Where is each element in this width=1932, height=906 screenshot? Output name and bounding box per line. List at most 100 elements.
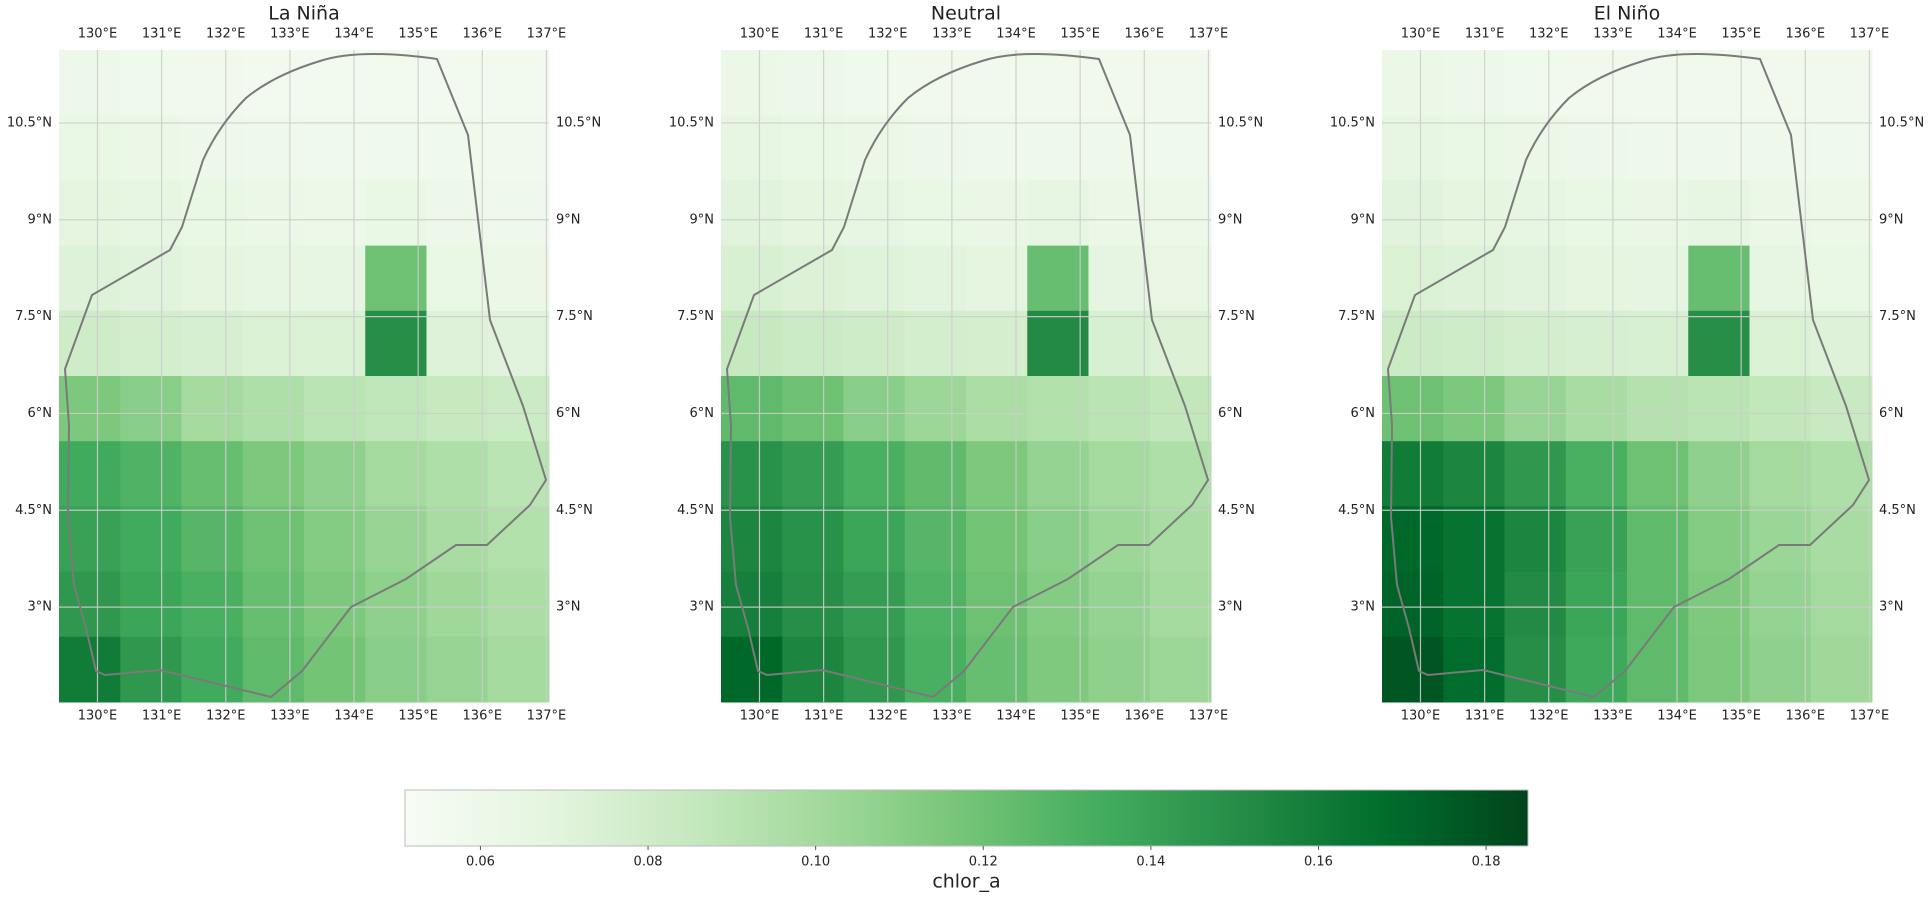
heat-cell [1027,115,1089,181]
heat-cell [1810,180,1873,247]
heat-cell [120,636,182,703]
heat-cell [120,245,182,312]
heat-cell [721,50,783,116]
heat-cell [1627,245,1689,312]
heat-cell [1627,310,1689,377]
heat-cell [181,50,244,116]
heat-cell [1149,50,1212,116]
colorbar-tick-label: 0.06 [466,855,495,870]
heat-cell [1443,115,1505,181]
heat-cell [1027,310,1089,377]
heat-cell [1149,506,1212,573]
y-tick-label: 10.5°N [669,115,714,130]
heat-cell [1149,180,1212,247]
heat-cell [1627,115,1689,181]
x-tick-label: 135°E [1060,27,1100,42]
heat-cell [242,636,305,703]
x-tick-label: 135°E [398,27,438,42]
x-tick-label: 131°E [142,27,182,42]
panel-title: El Niño [1594,3,1660,25]
x-tick-label: 132°E [868,709,908,724]
heat-cell [59,571,121,638]
heat-cell [1810,376,1873,442]
y-tick-label: 9°N [690,212,715,227]
heat-cell [1382,115,1444,181]
heat-cell [904,571,967,638]
heat-cell [782,636,844,703]
heat-cell [1627,441,1689,507]
heat-cell [1027,180,1089,247]
heat-cell [1504,180,1567,247]
heat-cell [426,180,489,247]
heat-cell [843,571,906,638]
heat-cell [904,50,967,116]
heat-cell [904,506,967,573]
heat-cell [966,636,1028,703]
x-tick-label: 136°E [1125,27,1165,42]
heat-cell [120,310,182,377]
heat-cell [1565,376,1628,442]
x-tick-label: 130°E [740,709,780,724]
heat-cell [843,115,906,181]
heat-cell [181,245,244,312]
x-tick-label: 136°E [463,27,503,42]
heat-cell [426,310,489,377]
heat-cell [1688,180,1750,247]
heat-cell [304,180,366,247]
heat-cell [181,571,244,638]
x-tick-label: 135°E [398,709,438,724]
heat-cell [843,506,906,573]
colorbar-tick-label: 0.16 [1304,855,1333,870]
heat-cell [1027,441,1089,507]
heat-cell [59,310,121,377]
heat-cell [1504,245,1567,312]
heat-cell [242,441,305,507]
x-tick-label: 130°E [1401,709,1441,724]
y-tick-label: 4.5°N [1218,503,1255,518]
heat-cell [1443,245,1505,312]
heat-cell [1565,180,1628,247]
heat-cell [1565,636,1628,703]
heat-cell [1565,115,1628,181]
heat-cell [181,180,244,247]
heat-cell [1504,376,1567,442]
x-tick-label: 137°E [1850,27,1890,42]
y-tick-label: 4.5°N [1879,503,1916,518]
heat-cell [843,310,906,377]
heat-cell [1504,50,1567,116]
heat-cell [1088,506,1151,573]
x-tick-label: 132°E [868,27,908,42]
heat-cell [1443,441,1505,507]
heat-cell [242,180,305,247]
heat-cell [966,50,1028,116]
heat-cell [721,115,783,181]
heat-cell [843,441,906,507]
heat-cell [365,245,427,312]
heat-cell [1810,506,1873,573]
heat-cell [1810,310,1873,377]
y-tick-label: 3°N [1218,600,1243,615]
heat-cell [843,376,906,442]
heat-cell [365,636,427,703]
heat-cell [242,376,305,442]
heat-cell [1749,376,1812,442]
heat-cell [181,115,244,181]
heat-cell [904,245,967,312]
heat-cell [1810,50,1873,116]
heat-cell [1749,115,1812,181]
heat-cell [782,180,844,247]
x-tick-label: 134°E [1657,27,1697,42]
heat-cell [1749,245,1812,312]
heat-cell [1088,571,1151,638]
x-tick-label: 131°E [804,709,844,724]
heat-cell [365,50,427,116]
heat-cell [966,115,1028,181]
x-tick-label: 132°E [1529,27,1569,42]
heat-cell [487,441,550,507]
heat-cell [1627,376,1689,442]
y-tick-label: 3°N [1351,600,1376,615]
heat-cell [1149,376,1212,442]
heat-cell [1088,376,1151,442]
heat-cell [487,50,550,116]
